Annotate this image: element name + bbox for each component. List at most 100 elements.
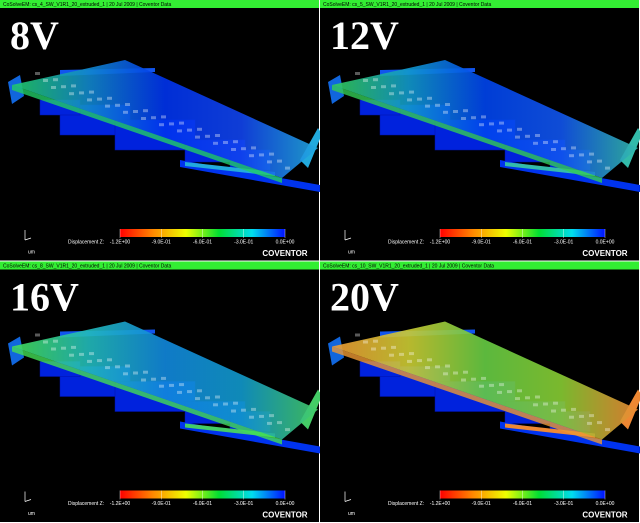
plate-hole [489,122,494,125]
plate-hole [571,408,576,411]
plate-hole [141,379,146,382]
plate-hole [525,396,530,399]
plate-hole [123,111,128,114]
plate-hole [161,377,166,380]
plate-hole [107,97,112,100]
plate-hole [87,98,92,101]
unit-label: um [28,249,35,255]
colorbar-tick-label: -3.0E-01 [554,239,573,245]
header-text: CoSolveEM: cs_4_SW_V1R1_20_extruded_1 | … [3,2,171,8]
plate-hole [569,154,574,157]
plate-hole [373,340,378,343]
plate-hole [355,334,360,337]
colorbar-tick-label: 0.0E+00 [596,239,615,245]
plate-hole [533,403,538,406]
plate-hole [479,385,484,388]
plate-hole [453,110,458,113]
plate-hole [579,415,584,418]
plate-hole [159,385,164,388]
plate-hole [143,109,148,112]
plate-hole [355,72,360,75]
plate-hole [169,384,174,387]
plate-hole [507,129,512,132]
colorbar-tick-label: -1.2E+00 [110,501,131,507]
legend-label: Displacement Z: [68,501,104,507]
plate-hole [233,402,238,405]
plate-hole [371,86,376,89]
plate-hole [461,117,466,120]
plate-hole [97,359,102,362]
plate-hole [417,359,422,362]
plate-hole [517,128,522,131]
plate-hole [571,146,576,149]
plate-hole [561,147,566,150]
colorbar-tick-label: 0.0E+00 [276,501,295,507]
plate-hole [71,346,76,349]
plate-hole [187,390,192,393]
plate-hole [169,122,174,125]
plate-hole [267,422,272,425]
plate-hole [51,348,56,351]
plate-hole [195,136,200,139]
plate-hole [381,347,386,350]
plate-hole [105,105,110,108]
colorbar-tick-label: -6.0E-01 [513,501,532,507]
plate-hole [363,341,368,344]
plate-hole [249,154,254,157]
plate-hole [285,167,290,170]
plate-hole [115,365,120,368]
colorbar-tick-label: -9.0E-01 [152,501,171,507]
plate-hole [443,372,448,375]
plate-hole [605,428,610,431]
plate-hole [597,160,602,163]
plate-hole [51,86,56,89]
plate-hole [551,410,556,413]
plate-hole [69,354,74,357]
plate-hole [515,136,520,139]
plate-hole [479,123,484,126]
voltage-label: 8V [10,13,59,58]
plate-hole [525,135,530,138]
plate-hole [35,334,40,337]
plate-hole [363,79,368,82]
plate-hole [435,104,440,107]
plate-hole [115,104,120,107]
colorbar-tick-label: -9.0E-01 [472,501,491,507]
plate-hole [553,402,558,405]
plate-hole [507,390,512,393]
plate-hole [515,397,520,400]
plate-hole [373,78,378,81]
plate-hole [543,403,548,406]
plate-hole [407,360,412,363]
logo: COVENTOR [582,511,627,520]
plate-hole [197,389,202,392]
logo: COVENTOR [582,249,627,258]
plate-hole [205,396,210,399]
plate-hole [215,396,220,399]
plate-hole [445,103,450,106]
colorbar-tick-label: -3.0E-01 [234,239,253,245]
plate-hole [535,134,540,137]
plate-hole [223,403,228,406]
plate-hole [553,140,558,143]
plate-hole [187,129,192,132]
plate-hole [569,416,574,419]
plate-hole [497,129,502,132]
plate-hole [453,372,458,375]
plate-hole [579,153,584,156]
colorbar-tick-label: -9.0E-01 [152,239,171,245]
screenshot-grid: CoSolveEM: cs_4_SW_V1R1_20_extruded_1 | … [0,0,640,523]
colorbar-tick-label: -6.0E-01 [193,501,212,507]
plate-hole [399,91,404,94]
plate-hole [177,129,182,132]
plate-hole [71,84,76,87]
plate-hole [399,353,404,356]
plate-hole [241,409,246,412]
plate-hole [125,365,130,368]
plate-hole [241,147,246,150]
colorbar-tick-label: -1.2E+00 [430,501,451,507]
plate-hole [133,110,138,113]
plate-hole [497,391,502,394]
unit-label: um [348,249,355,255]
plate-hole [133,372,138,375]
